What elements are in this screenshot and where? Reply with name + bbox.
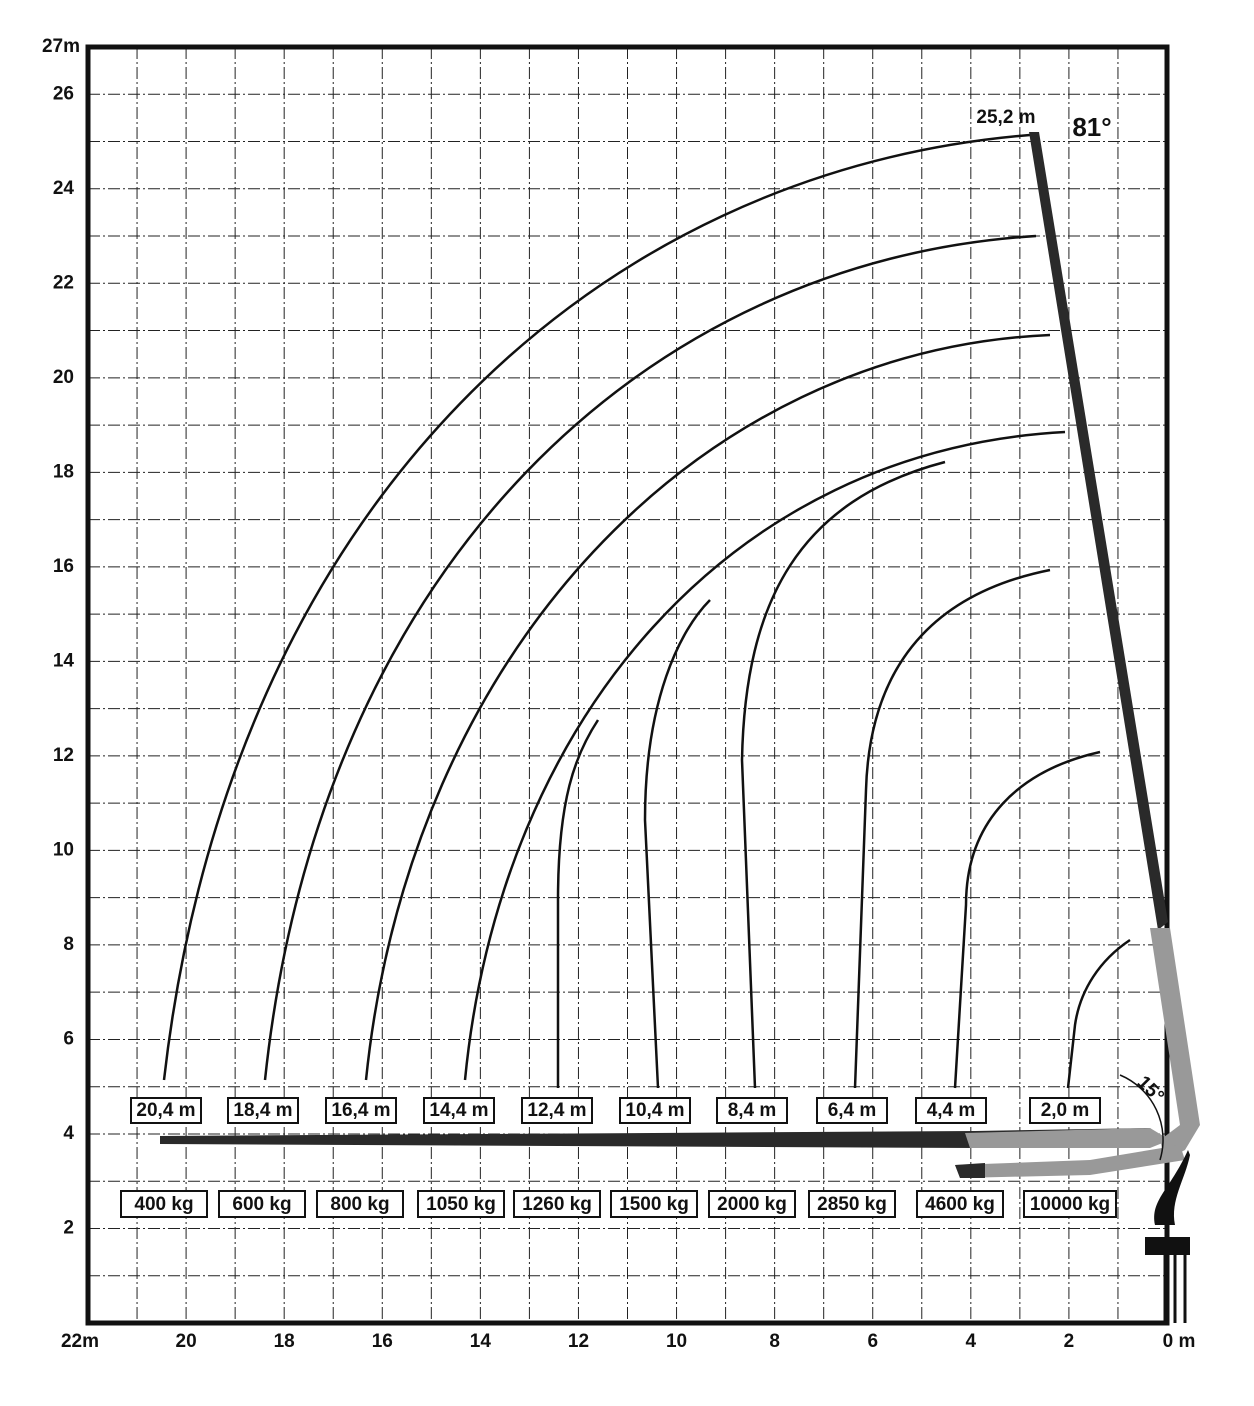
load-box bbox=[808, 1190, 896, 1218]
tip-height: 25,2 m bbox=[976, 107, 1035, 128]
load-label: 2850 kg bbox=[817, 1194, 887, 1215]
x-tick-label: 20 bbox=[176, 1331, 197, 1352]
reach-box bbox=[619, 1097, 691, 1124]
reach-label: 14,4 m bbox=[429, 1100, 488, 1121]
reach-label: 12,4 m bbox=[527, 1100, 586, 1121]
y-tick-label: 4 bbox=[63, 1123, 74, 1144]
frame bbox=[85, 44, 1170, 1326]
reach-box bbox=[816, 1097, 888, 1124]
min-angle: 15° bbox=[1133, 1072, 1168, 1107]
load-box bbox=[316, 1190, 404, 1218]
load-label: 600 kg bbox=[232, 1194, 291, 1215]
load-box bbox=[417, 1190, 505, 1218]
reach-box bbox=[716, 1097, 788, 1124]
crane bbox=[160, 132, 1200, 1323]
reach-box bbox=[325, 1097, 397, 1124]
load-label: 1500 kg bbox=[619, 1194, 689, 1215]
reach-box bbox=[1029, 1097, 1101, 1124]
y-tick-label: 18 bbox=[53, 461, 74, 482]
load-box bbox=[916, 1190, 1004, 1218]
reach-box bbox=[521, 1097, 593, 1124]
x-tick-label: 18 bbox=[274, 1331, 295, 1352]
y-tick-label: 12 bbox=[53, 745, 74, 766]
load-label: 4600 kg bbox=[925, 1194, 995, 1215]
reach-label: 10,4 m bbox=[625, 1100, 684, 1121]
x-tick-label: 8 bbox=[769, 1331, 780, 1352]
max-angle: 81° bbox=[1072, 112, 1111, 142]
x-tick-label: 16 bbox=[372, 1331, 393, 1352]
reach-label: 2,0 m bbox=[1041, 1100, 1090, 1121]
y-tick-label: 16 bbox=[53, 556, 74, 577]
load-box bbox=[120, 1190, 208, 1218]
y-tick-label: 10 bbox=[53, 839, 74, 860]
y-tick-label: 20 bbox=[53, 367, 74, 388]
x-tick-label: 14 bbox=[470, 1331, 492, 1352]
y-tick-label: 2 bbox=[63, 1217, 74, 1238]
load-box bbox=[513, 1190, 601, 1218]
load-label: 2000 kg bbox=[717, 1194, 787, 1215]
load-label: 1260 kg bbox=[522, 1194, 592, 1215]
y-tick-label: 27m bbox=[42, 36, 80, 57]
load-box bbox=[610, 1190, 698, 1218]
x-tick-label: 2 bbox=[1064, 1331, 1075, 1352]
y-tick-label: 24 bbox=[53, 178, 75, 199]
load-box bbox=[708, 1190, 796, 1218]
y-tick-label: 22 bbox=[53, 272, 74, 293]
load-label: 10000 kg bbox=[1030, 1194, 1110, 1215]
reach-box bbox=[227, 1097, 299, 1124]
load-box bbox=[1023, 1190, 1117, 1218]
load-label: 400 kg bbox=[134, 1194, 193, 1215]
reach-curves bbox=[162, 133, 1131, 1089]
y-tick-label: 14 bbox=[53, 650, 75, 671]
x-tick-label: 22m bbox=[61, 1331, 99, 1352]
x-tick-label: 4 bbox=[966, 1331, 977, 1352]
y-tick-label: 26 bbox=[53, 83, 74, 104]
y-tick-label: 8 bbox=[63, 934, 74, 955]
reach-label: 6,4 m bbox=[828, 1100, 877, 1121]
reach-label: 4,4 m bbox=[927, 1100, 976, 1121]
reach-label: 18,4 m bbox=[233, 1100, 292, 1121]
reach-box bbox=[423, 1097, 495, 1124]
reach-label: 20,4 m bbox=[136, 1100, 195, 1121]
x-tick-label: 6 bbox=[867, 1331, 878, 1352]
y-tick-label: 6 bbox=[63, 1028, 74, 1049]
load-label: 800 kg bbox=[330, 1194, 389, 1215]
load-box bbox=[218, 1190, 306, 1218]
reach-label: 8,4 m bbox=[728, 1100, 777, 1121]
reach-box bbox=[130, 1097, 202, 1124]
x-tick-label: 0 m bbox=[1163, 1331, 1196, 1352]
x-tick-label: 12 bbox=[568, 1331, 589, 1352]
reach-box bbox=[915, 1097, 987, 1124]
load-label: 1050 kg bbox=[426, 1194, 496, 1215]
reach-label: 16,4 m bbox=[331, 1100, 390, 1121]
x-tick-label: 10 bbox=[666, 1331, 687, 1352]
